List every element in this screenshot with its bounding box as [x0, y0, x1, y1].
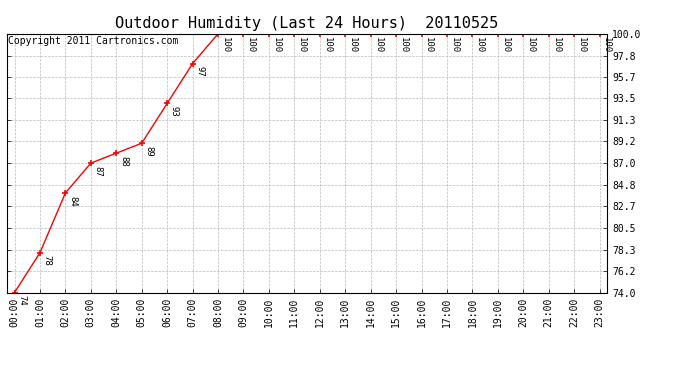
Text: 87: 87: [94, 166, 103, 177]
Text: 100: 100: [373, 36, 382, 52]
Text: 100: 100: [450, 36, 459, 52]
Text: 100: 100: [424, 36, 433, 52]
Text: 100: 100: [577, 36, 586, 52]
Text: 100: 100: [297, 36, 306, 52]
Text: 74: 74: [17, 295, 26, 306]
Text: 100: 100: [501, 36, 510, 52]
Text: 100: 100: [348, 36, 357, 52]
Text: 100: 100: [246, 36, 255, 52]
Title: Outdoor Humidity (Last 24 Hours)  20110525: Outdoor Humidity (Last 24 Hours) 2011052…: [115, 16, 499, 31]
Text: 100: 100: [221, 36, 230, 52]
Text: 100: 100: [475, 36, 484, 52]
Text: 100: 100: [551, 36, 560, 52]
Text: 78: 78: [43, 255, 52, 266]
Text: 93: 93: [170, 106, 179, 117]
Text: 84: 84: [68, 196, 77, 207]
Text: 100: 100: [322, 36, 332, 52]
Text: 89: 89: [144, 146, 153, 157]
Text: 100: 100: [399, 36, 408, 52]
Text: 97: 97: [195, 66, 204, 77]
Text: Copyright 2011 Cartronics.com: Copyright 2011 Cartronics.com: [8, 36, 178, 46]
Text: 100: 100: [526, 36, 535, 52]
Text: 88: 88: [119, 156, 128, 167]
Text: 100: 100: [602, 36, 611, 52]
Text: 100: 100: [272, 36, 281, 52]
